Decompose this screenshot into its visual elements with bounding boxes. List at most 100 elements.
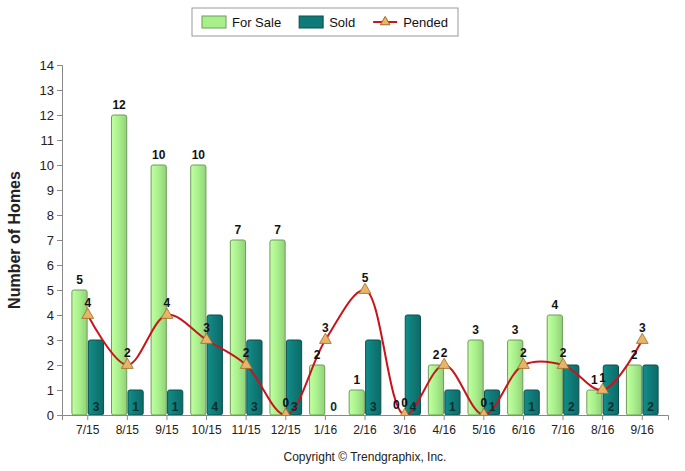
data-label: 12 [112, 98, 126, 112]
legend-swatch [202, 16, 226, 28]
y-tick-label: 3 [47, 333, 54, 348]
x-tick: 4/16 [433, 415, 457, 437]
data-label: 1 [172, 400, 179, 414]
x-tick-label: 1/16 [314, 423, 338, 437]
data-label: 1 [591, 373, 598, 387]
legend-label: Pended [403, 15, 448, 30]
y-tick-mark [57, 315, 62, 316]
y-tick: 4 [47, 308, 62, 323]
data-label: 1 [599, 371, 606, 385]
data-label: 2 [243, 346, 250, 360]
y-tick: 10 [40, 158, 62, 173]
x-axis: 7/158/159/1510/1511/1512/151/162/163/164… [63, 415, 669, 437]
legend-swatch [299, 16, 323, 28]
data-label: 7 [235, 223, 242, 237]
x-tick: 1/16 [314, 415, 338, 437]
y-tick: 13 [40, 83, 62, 98]
plot: 012345678910111213147/158/159/1510/1511/… [40, 58, 669, 437]
y-tick: 5 [47, 283, 62, 298]
bar [112, 115, 127, 415]
x-tick: 3/16 [393, 415, 417, 437]
x-tick-mark [602, 415, 603, 420]
y-tick-mark [57, 265, 62, 266]
y-tick-mark [57, 390, 62, 391]
x-tick-mark [444, 415, 445, 420]
x-tick-mark [365, 415, 366, 420]
y-axis-line [57, 66, 63, 416]
y-tick: 7 [47, 233, 62, 248]
bar [366, 340, 381, 415]
data-label: 3 [472, 323, 479, 337]
y-tick-label: 12 [40, 108, 54, 123]
y-tick-mark [57, 365, 62, 366]
data-label: 3 [512, 323, 519, 337]
bar [88, 340, 103, 415]
bar [168, 390, 183, 415]
x-tick-mark [642, 415, 643, 420]
data-label: 1 [528, 400, 535, 414]
y-tick-mark [57, 165, 62, 166]
y-tick: 3 [47, 333, 62, 348]
y-tick-mark [57, 215, 62, 216]
y-tick-mark [57, 140, 62, 141]
data-label: 2 [560, 346, 567, 360]
data-label: 3 [322, 321, 329, 335]
x-tick-label: 7/16 [551, 423, 575, 437]
y-tick-label: 8 [47, 208, 54, 223]
y-tick-label: 5 [47, 283, 54, 298]
x-tick-mark [285, 415, 286, 420]
y-tick-mark [57, 90, 62, 91]
y-tick-mark [57, 115, 62, 116]
data-label: 0 [330, 400, 337, 414]
x-tick-mark [483, 415, 484, 420]
data-label: 3 [251, 400, 258, 414]
bar [428, 365, 443, 415]
x-tick: 7/15 [76, 415, 100, 437]
data-label: 4 [551, 298, 558, 312]
x-tick-label: 9/15 [155, 423, 179, 437]
data-label: 7 [274, 223, 281, 237]
y-tick-mark [57, 190, 62, 191]
bar [270, 240, 285, 415]
y-tick: 1 [47, 383, 62, 398]
legend: For SaleSoldPended [192, 8, 458, 36]
data-label: 10 [152, 148, 166, 162]
bar [230, 240, 245, 415]
x-tick-mark [404, 415, 405, 420]
x-tick-label: 10/15 [192, 423, 222, 437]
data-label: 1 [353, 373, 360, 387]
data-label: 1 [449, 400, 456, 414]
x-tick-mark [246, 415, 247, 420]
data-label: 2 [608, 400, 615, 414]
y-tick: 14 [40, 58, 62, 73]
y-tick-label: 4 [47, 308, 54, 323]
data-label: 3 [639, 321, 646, 335]
x-tick-label: 3/16 [393, 423, 417, 437]
x-tick-label: 6/16 [512, 423, 536, 437]
x-tick-label: 8/16 [591, 423, 615, 437]
data-label: 2 [647, 400, 654, 414]
y-tick-label: 10 [40, 158, 54, 173]
bar [326, 415, 341, 416]
data-label: 0 [401, 396, 408, 410]
x-tick: 9/15 [155, 415, 179, 437]
y-tick-label: 6 [47, 258, 54, 273]
x-tick-mark [87, 415, 88, 420]
data-label: 3 [203, 321, 210, 335]
x-tick-mark [563, 415, 564, 420]
data-label: 3 [93, 400, 100, 414]
data-label: 0 [282, 396, 289, 410]
x-axis-line [63, 416, 669, 421]
x-tick-label: 8/15 [116, 423, 140, 437]
marks [72, 115, 658, 415]
x-tick-label: 11/15 [232, 423, 261, 437]
y-tick-label: 9 [47, 183, 54, 198]
y-tick-mark [57, 65, 62, 66]
legend-label: Sold [329, 15, 355, 30]
y-tick-label: 13 [40, 83, 54, 98]
data-label: 4 [84, 296, 91, 310]
legend-marker [380, 16, 390, 24]
data-label: 0 [480, 396, 487, 410]
x-tick-label: 5/16 [472, 423, 496, 437]
x-tick-mark [206, 415, 207, 420]
